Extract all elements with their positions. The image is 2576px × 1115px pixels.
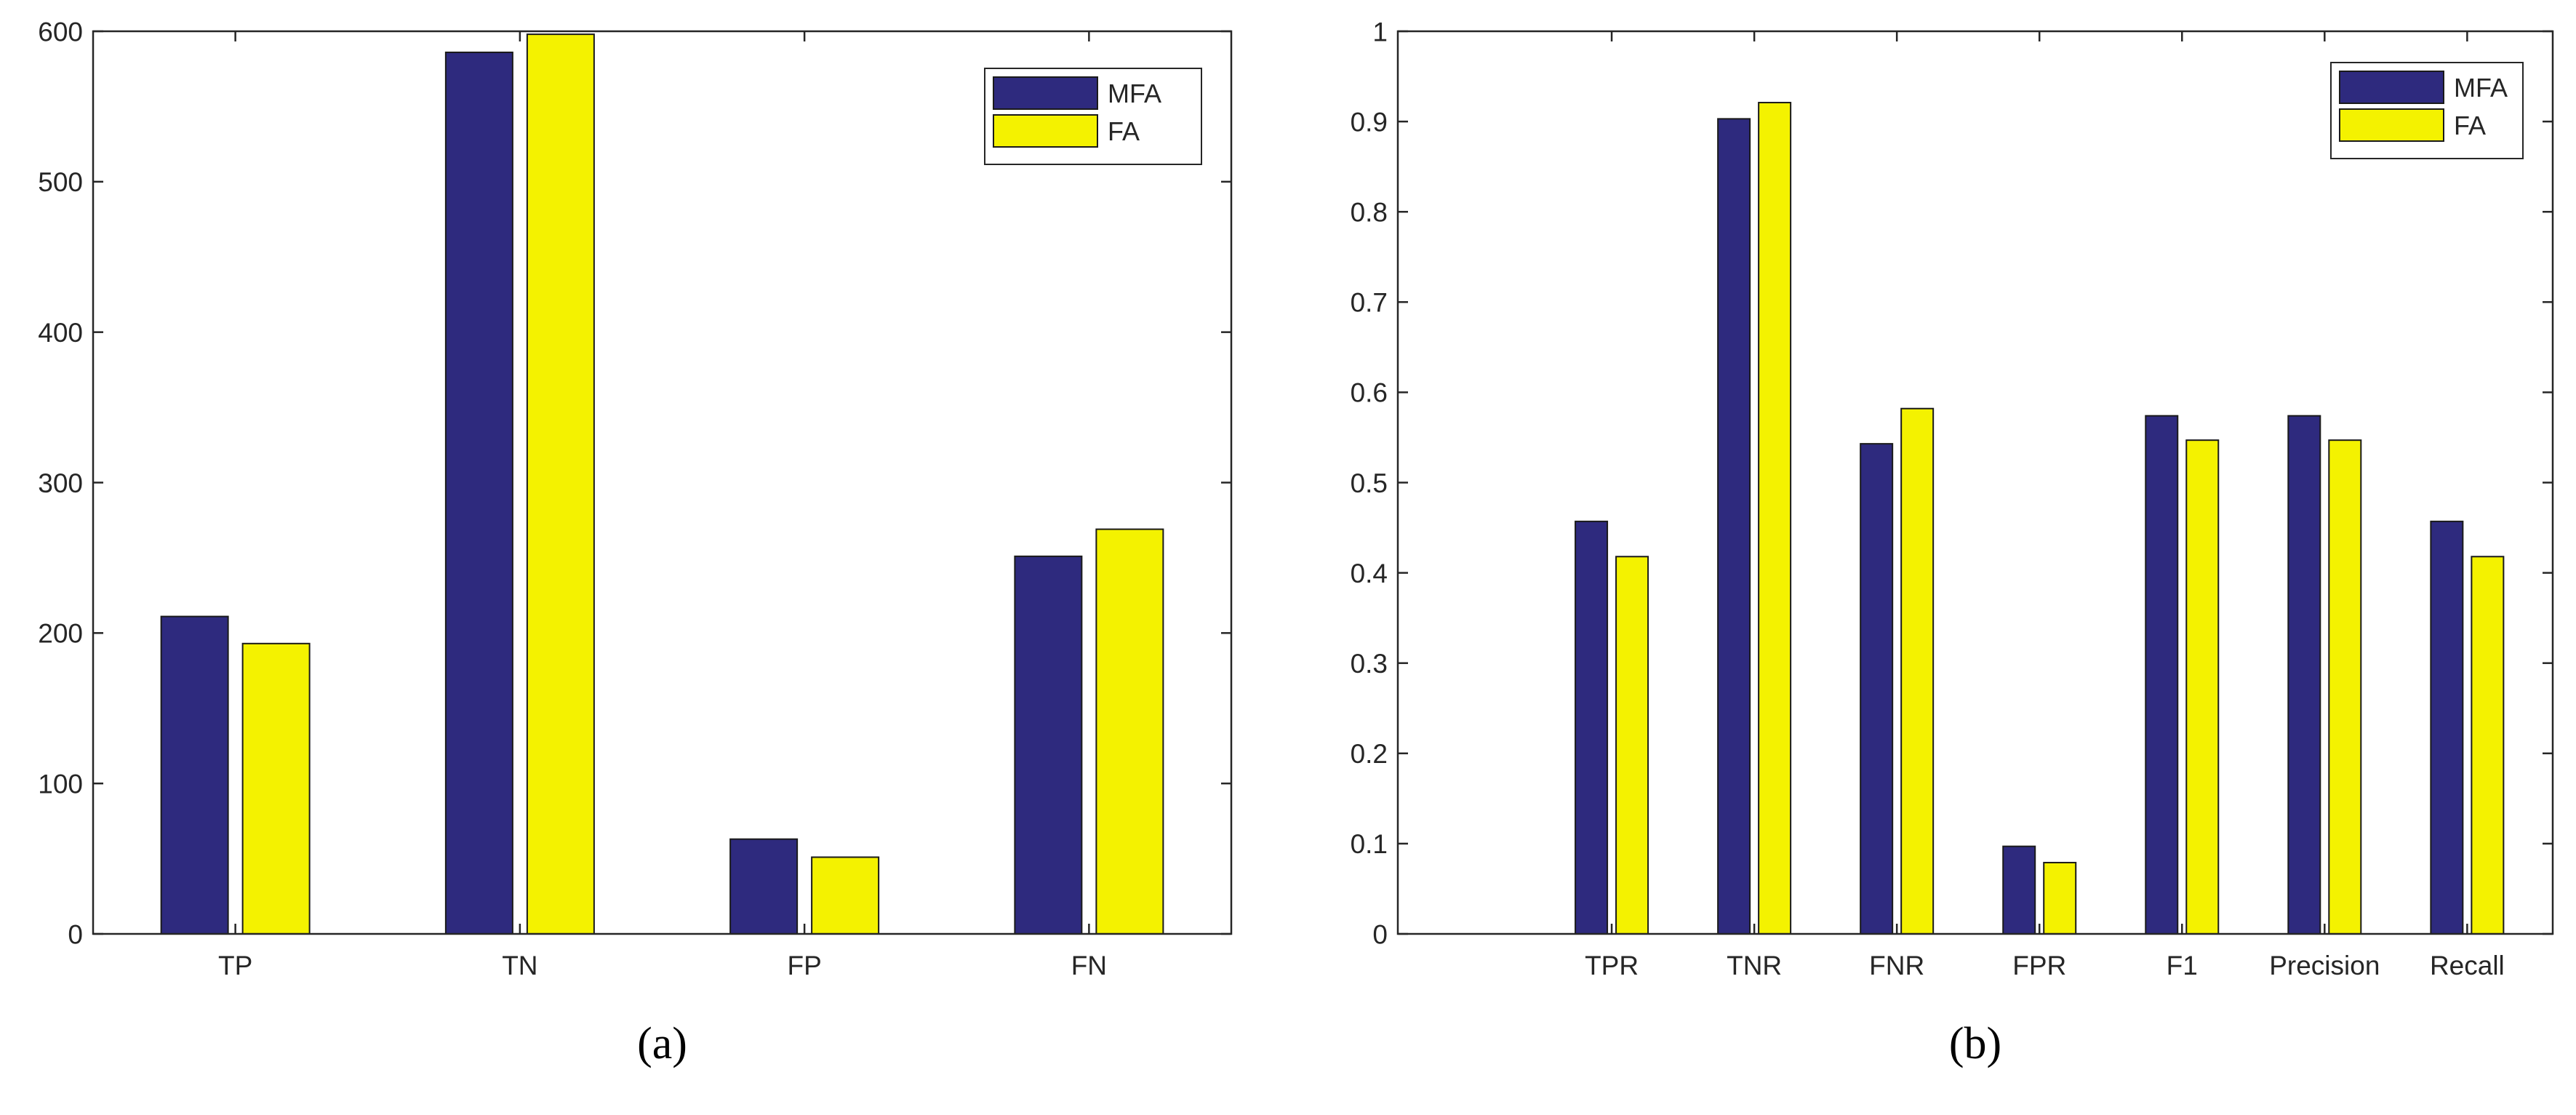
bar-fa-fpr [2043, 861, 2077, 935]
bar-mfa-fp [729, 838, 799, 935]
ytick-label: 0.9 [1351, 107, 1388, 137]
bar-mfa-fn [1014, 555, 1083, 935]
ytick-label: 0.2 [1351, 739, 1388, 769]
bar-fa-tn [526, 33, 595, 935]
xtick-label: Precision [2269, 951, 2380, 980]
bar-mfa-fpr [2002, 845, 2036, 935]
ytick-label: 0.5 [1351, 468, 1388, 498]
ytick-label: 0.6 [1351, 378, 1388, 408]
bar-mfa-tpr [1575, 520, 1609, 935]
plot-area [1398, 31, 2553, 934]
xtick-label: TPR [1585, 951, 1639, 980]
ytick-label: 100 [38, 769, 83, 799]
xtick-label: F1 [2167, 951, 2198, 980]
legend: MFA FA [984, 68, 1202, 165]
legend-label-mfa: MFA [1108, 79, 1161, 108]
xtick-label: Recall [2430, 951, 2505, 980]
panel-a: 0 100 200 300 400 500 600 TP TN FP FN MFA FA (a) [38, 17, 1233, 1068]
ytick-label: 400 [38, 318, 83, 348]
bar-fa-precision [2328, 439, 2362, 935]
ytick-label: 0.4 [1351, 559, 1388, 588]
bar-mfa-fnr [1860, 443, 1894, 935]
legend-swatch-mfa [993, 76, 1098, 110]
legend-swatch-fa [993, 114, 1098, 148]
legend-label-fa: FA [1108, 116, 1140, 146]
legend-swatch-fa [2339, 108, 2444, 142]
xtick-label: TN [502, 951, 537, 980]
xtick-label: FNR [1869, 951, 1924, 980]
bar-fa-fp [811, 856, 880, 935]
bar-mfa-recall [2430, 520, 2464, 935]
panel-caption: (a) [637, 1019, 687, 1068]
legend-label-mfa: MFA [2454, 73, 2508, 103]
panel-b: 0 0.1 0.2 0.3 0.4 0.5 0.6 0.7 0.8 0.9 1 TPR TNR FNR FP… [1351, 17, 2554, 1068]
xtick-label: TNR [1727, 951, 1782, 980]
bar-mfa-tnr [1717, 118, 1751, 935]
ytick-label: 300 [38, 468, 83, 498]
ytick-label: 0.1 [1351, 829, 1388, 859]
bar-fa-fnr [1900, 407, 1935, 935]
ytick-label: 0.8 [1351, 198, 1388, 228]
bar-mfa-tn [444, 51, 513, 935]
ytick-label: 0.3 [1351, 649, 1388, 679]
xtick-label: FPR [2012, 951, 2066, 980]
xtick-label: FN [1071, 951, 1107, 980]
bar-fa-tpr [1615, 556, 1649, 935]
bar-fa-f1 [2185, 439, 2220, 935]
xtick-label: TP [218, 951, 252, 980]
legend-swatch-mfa [2339, 71, 2444, 104]
xtick-label: FP [787, 951, 821, 980]
bar-fa-fn [1095, 528, 1164, 935]
ytick-label: 1 [1372, 17, 1388, 47]
panel-caption: (b) [1949, 1019, 2001, 1068]
bar-mfa-precision [2287, 415, 2321, 935]
bar-fa-recall [2471, 556, 2505, 935]
bar-mfa-f1 [2145, 415, 2179, 935]
ytick-label: 600 [38, 17, 83, 47]
legend-label-fa: FA [2454, 111, 2486, 140]
ytick-label: 0.7 [1351, 288, 1388, 318]
legend: MFA FA [2330, 62, 2524, 159]
bar-fa-tnr [1758, 102, 1792, 935]
ytick-label: 0 [68, 919, 83, 949]
ytick-label: 200 [38, 619, 83, 649]
bar-mfa-tp [160, 615, 229, 935]
ytick-label: 0 [1372, 919, 1388, 949]
bar-fa-tp [241, 642, 311, 935]
ytick-label: 500 [38, 167, 83, 197]
